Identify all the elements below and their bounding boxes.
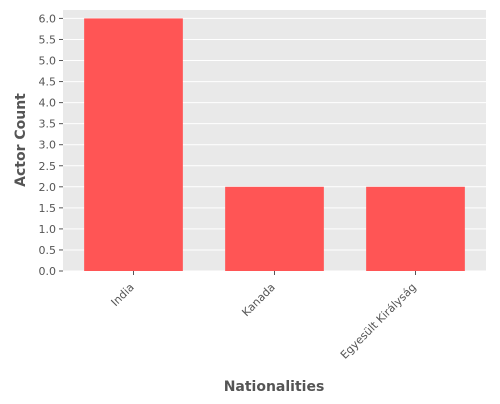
y-tick-label: 3.5 <box>39 118 57 131</box>
y-tick-label: 1.0 <box>39 223 57 236</box>
x-tick-label: Egyesült Királyság <box>338 281 419 362</box>
y-tick-label: 4.5 <box>39 76 57 89</box>
y-tick-label: 2.5 <box>39 160 57 173</box>
y-tick-label: 4.0 <box>39 97 57 110</box>
y-tick-label: 5.5 <box>39 33 57 46</box>
y-tick-label: 1.5 <box>39 202 57 215</box>
x-tick-label: Kanada <box>239 281 277 319</box>
x-tick-label: India <box>109 281 137 309</box>
bar-kanada <box>225 186 324 271</box>
x-axis-title: Nationalities <box>224 379 325 395</box>
y-tick-label: 0.0 <box>39 265 57 278</box>
y-axis-title: Actor Count <box>13 93 29 187</box>
y-axis: 0.0 0.5 1.0 1.5 2.0 2.5 3.0 3.5 4.0 4.5 5.0 5.5 6.0 <box>39 12 63 278</box>
y-tick-label: 3.0 <box>39 139 57 152</box>
y-tick-label: 2.0 <box>39 181 57 194</box>
bar-india <box>84 18 183 271</box>
bar-egyes-lt-kir-lys-g <box>366 186 465 271</box>
bars-group <box>84 18 465 271</box>
y-tick-label: 0.5 <box>39 244 57 257</box>
x-axis: India Kanada Egyesült Királyság <box>109 271 419 362</box>
y-tick-label: 6.0 <box>39 12 57 25</box>
y-tick-label: 5.0 <box>39 55 57 68</box>
